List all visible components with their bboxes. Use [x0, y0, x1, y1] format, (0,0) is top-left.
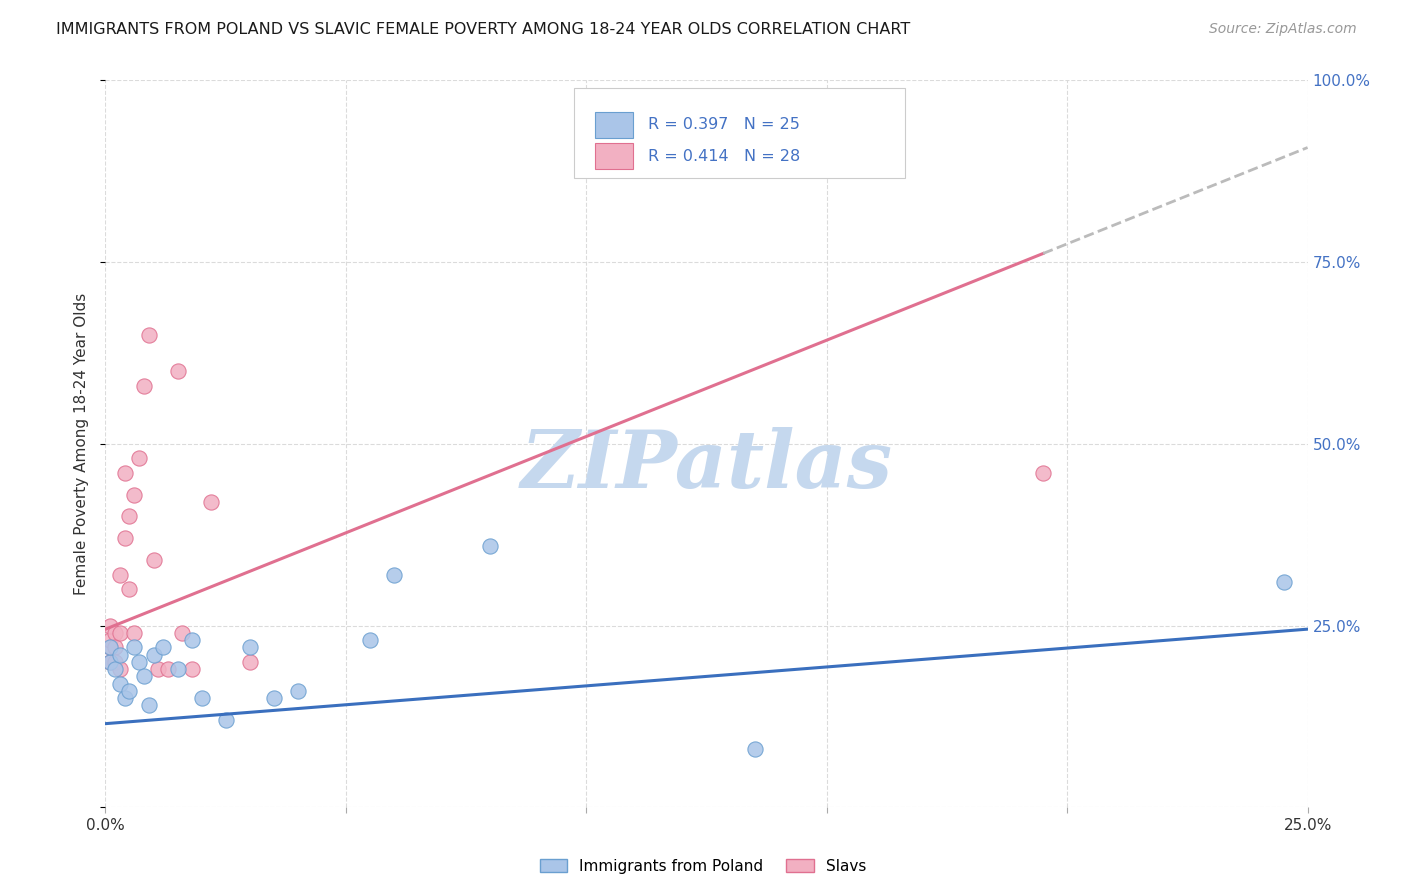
- Point: [132, 378, 155, 392]
- Point: [287, 684, 309, 698]
- Point: [214, 713, 236, 727]
- Point: [166, 662, 188, 676]
- Point: [200, 495, 222, 509]
- Point: [148, 662, 170, 676]
- Point: [98, 655, 121, 669]
- Point: [104, 625, 127, 640]
- Point: [108, 662, 131, 676]
- Text: ZIPatlas: ZIPatlas: [520, 427, 893, 504]
- Point: [98, 640, 121, 655]
- Point: [181, 633, 204, 648]
- Y-axis label: Female Poverty Among 18-24 Year Olds: Female Poverty Among 18-24 Year Olds: [75, 293, 90, 595]
- Point: [124, 640, 146, 655]
- Legend: Immigrants from Poland, Slavs: Immigrants from Poland, Slavs: [533, 853, 873, 880]
- Point: [124, 625, 146, 640]
- Point: [98, 633, 121, 648]
- Point: [181, 662, 204, 676]
- Text: R = 0.414   N = 28: R = 0.414 N = 28: [648, 149, 800, 164]
- Point: [239, 655, 262, 669]
- Point: [172, 625, 194, 640]
- Point: [382, 567, 405, 582]
- Point: [104, 655, 127, 669]
- Point: [744, 742, 766, 756]
- Bar: [595, 144, 633, 169]
- Point: [114, 691, 136, 706]
- Point: [1032, 466, 1054, 480]
- Text: IMMIGRANTS FROM POLAND VS SLAVIC FEMALE POVERTY AMONG 18-24 YEAR OLDS CORRELATIO: IMMIGRANTS FROM POLAND VS SLAVIC FEMALE …: [56, 22, 911, 37]
- Point: [239, 640, 262, 655]
- Point: [138, 698, 160, 713]
- Point: [166, 364, 188, 378]
- Point: [114, 466, 136, 480]
- Point: [118, 509, 141, 524]
- Point: [104, 662, 127, 676]
- Point: [359, 633, 381, 648]
- Point: [479, 539, 502, 553]
- Point: [138, 327, 160, 342]
- Point: [118, 684, 141, 698]
- FancyBboxPatch shape: [574, 87, 905, 178]
- Point: [124, 488, 146, 502]
- Point: [190, 691, 212, 706]
- Point: [142, 553, 165, 567]
- Point: [156, 662, 179, 676]
- Point: [108, 625, 131, 640]
- Text: R = 0.397   N = 25: R = 0.397 N = 25: [648, 117, 800, 132]
- Point: [108, 676, 131, 690]
- Text: Source: ZipAtlas.com: Source: ZipAtlas.com: [1209, 22, 1357, 37]
- Point: [132, 669, 155, 683]
- Point: [128, 451, 150, 466]
- Point: [1272, 574, 1295, 589]
- Point: [108, 567, 131, 582]
- Point: [98, 655, 121, 669]
- Point: [104, 640, 127, 655]
- Point: [142, 648, 165, 662]
- Point: [118, 582, 141, 597]
- Point: [98, 640, 121, 655]
- Point: [128, 655, 150, 669]
- Bar: [595, 112, 633, 137]
- Point: [263, 691, 285, 706]
- Point: [152, 640, 174, 655]
- Point: [108, 648, 131, 662]
- Point: [114, 531, 136, 545]
- Point: [98, 618, 121, 632]
